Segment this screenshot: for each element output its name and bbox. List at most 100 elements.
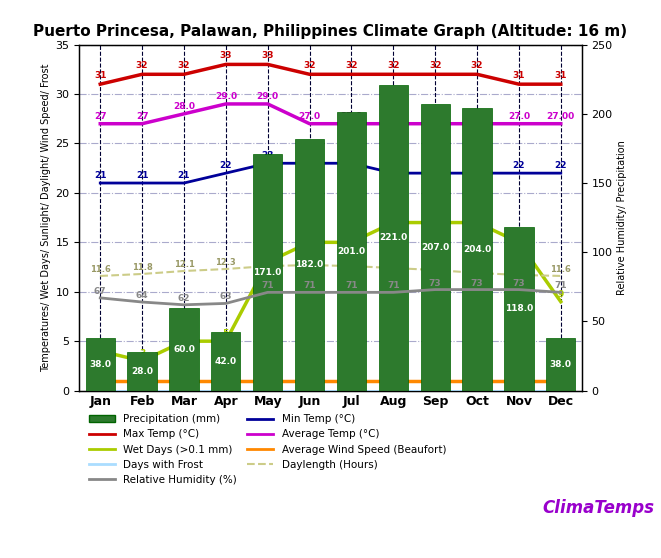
Text: 1: 1 [181,370,187,379]
Text: 27.00: 27.00 [547,112,575,121]
Text: 204.0: 204.0 [463,245,491,254]
Text: 22: 22 [471,161,483,170]
Text: 118.0: 118.0 [505,305,533,314]
Text: 23: 23 [303,151,316,160]
Text: 27: 27 [94,112,106,121]
Text: 32: 32 [136,61,148,70]
Text: 29.0: 29.0 [215,92,237,101]
Text: 27.0: 27.0 [424,112,446,121]
Text: 31: 31 [513,71,525,80]
Text: 22: 22 [429,161,442,170]
Text: 4: 4 [97,339,103,348]
Text: 33: 33 [262,51,274,60]
Bar [420,104,449,391]
Text: 12.4: 12.4 [383,257,404,266]
Text: 27: 27 [136,112,149,121]
Text: 15: 15 [513,230,525,239]
Bar [336,113,366,391]
Y-axis label: Relative Humidity/ Precipitation: Relative Humidity/ Precipitation [617,140,627,295]
Text: 0: 0 [474,381,480,390]
Text: 27.0: 27.0 [466,112,488,121]
Text: 1: 1 [516,370,522,379]
Bar [504,227,533,391]
Text: 15: 15 [345,230,358,239]
Text: 27.0: 27.0 [508,112,530,121]
Text: 12.6: 12.6 [257,255,278,264]
Text: 63: 63 [219,292,232,301]
Text: 11.8: 11.8 [132,263,153,272]
Text: 22: 22 [387,161,399,170]
Text: 32: 32 [471,61,483,70]
Text: 0: 0 [516,381,522,390]
Text: 1: 1 [558,370,564,379]
Text: 207.0: 207.0 [421,243,449,252]
Bar [86,338,115,391]
Text: 21: 21 [94,171,106,180]
Text: 27: 27 [387,112,400,121]
Text: 73: 73 [429,278,442,287]
Text: 3: 3 [139,349,145,358]
Text: 23: 23 [262,151,274,160]
Text: 38.0: 38.0 [550,360,572,369]
Text: 0: 0 [348,381,354,390]
Bar [295,139,324,391]
Text: 0: 0 [97,381,103,390]
Text: 71: 71 [345,281,358,290]
Text: 1: 1 [265,370,270,379]
Text: 0: 0 [558,381,564,390]
Bar [169,307,198,391]
Text: 12.6: 12.6 [341,255,362,264]
Bar [463,108,492,391]
Text: 221.0: 221.0 [379,233,407,242]
Text: 64: 64 [136,291,149,300]
Text: 11.7: 11.7 [508,264,529,273]
Text: 60.0: 60.0 [173,345,195,354]
Text: 201.0: 201.0 [337,247,366,256]
Text: 5: 5 [181,329,187,338]
Text: 1: 1 [391,370,396,379]
Text: 0: 0 [223,381,229,390]
Text: 38.0: 38.0 [89,360,111,369]
Bar [379,85,408,391]
Text: 0: 0 [432,381,438,390]
Title: Puerto Princesa, Palawan, Philippines Climate Graph (Altitude: 16 m): Puerto Princesa, Palawan, Philippines Cl… [34,25,627,39]
Text: 1: 1 [97,370,103,379]
Text: 73: 73 [471,278,483,287]
Bar [212,333,241,391]
Text: 15: 15 [303,230,316,239]
Text: 33: 33 [219,51,232,60]
Text: 12.1: 12.1 [174,260,194,269]
Text: 27.0: 27.0 [340,112,362,121]
Text: 21: 21 [136,171,148,180]
Text: 1: 1 [432,370,438,379]
Text: 17: 17 [471,210,483,220]
Text: 32: 32 [387,61,399,70]
Text: 71: 71 [303,281,316,290]
Text: 28.0: 28.0 [173,102,195,111]
Text: 32: 32 [178,61,190,70]
Text: 12.7: 12.7 [299,254,320,263]
Text: 71: 71 [261,281,274,290]
Text: 9: 9 [558,290,564,299]
Text: 0: 0 [181,381,187,390]
Text: 22: 22 [513,161,525,170]
Text: 1: 1 [307,370,313,379]
Text: ClimaTemps: ClimaTemps [542,499,654,517]
Text: 32: 32 [345,61,358,70]
Text: 27.0: 27.0 [299,112,321,121]
Text: 62: 62 [178,294,190,303]
Text: 21: 21 [178,171,190,180]
Text: 13: 13 [262,250,274,259]
Text: 0: 0 [391,381,396,390]
Text: 0: 0 [265,381,270,390]
Text: 1: 1 [223,370,229,379]
Text: 17: 17 [429,210,442,220]
Y-axis label: Temperatures/ Wet Days/ Sunlight/ Daylight/ Wind Speed/ Frost: Temperatures/ Wet Days/ Sunlight/ Daylig… [41,64,52,372]
Bar [546,338,575,391]
Text: 71: 71 [555,281,567,290]
Text: 11.9: 11.9 [467,262,487,271]
Text: 1: 1 [348,370,354,379]
Text: 12.3: 12.3 [215,258,236,267]
Text: 22: 22 [555,161,567,170]
Text: 11.6: 11.6 [90,265,110,274]
